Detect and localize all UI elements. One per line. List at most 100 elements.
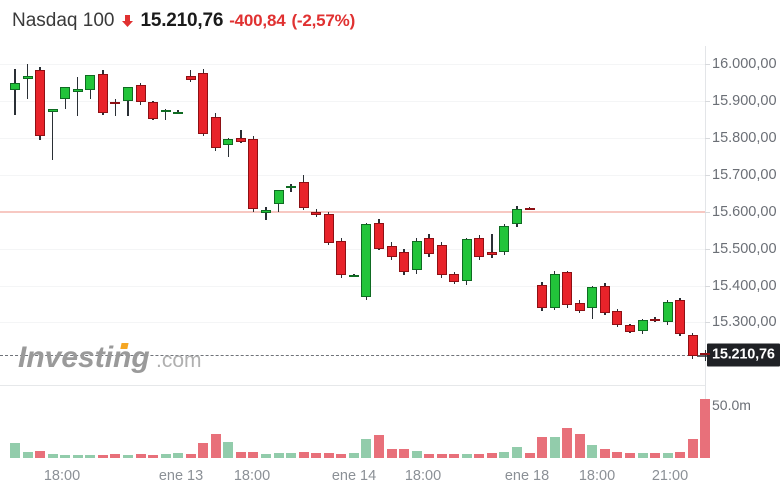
candle-body: [386, 246, 397, 257]
volume-bar[interactable]: [449, 453, 460, 458]
candle-wick: [240, 130, 242, 144]
volume-bar[interactable]: [311, 453, 322, 458]
volume-bar[interactable]: [185, 453, 196, 458]
candle-body: [122, 87, 133, 102]
gridline: [0, 174, 705, 176]
volume-bar[interactable]: [261, 453, 271, 458]
volume-bar[interactable]: [336, 454, 347, 458]
price-change-percent: (-2,57%): [291, 11, 356, 30]
candle-body: [499, 225, 510, 253]
volume-bar[interactable]: [286, 452, 297, 458]
volume-bar[interactable]: [235, 452, 246, 458]
volume-bar[interactable]: [60, 454, 71, 458]
volume-bar[interactable]: [599, 449, 610, 458]
volume-bar[interactable]: [35, 451, 46, 458]
last-price-badge[interactable]: 15.210,76: [707, 343, 780, 367]
volume-bar[interactable]: [662, 452, 673, 458]
volume-bar[interactable]: [22, 452, 33, 458]
volume-bar[interactable]: [574, 434, 585, 458]
volume-bar[interactable]: [97, 454, 108, 458]
volume-bar[interactable]: [47, 453, 58, 458]
volume-bar[interactable]: [160, 454, 171, 458]
volume-bar[interactable]: [524, 452, 535, 458]
candle-body: [60, 87, 71, 100]
volume-bar[interactable]: [135, 454, 146, 458]
arrow-down-icon: [122, 14, 134, 28]
volume-bar[interactable]: [700, 399, 711, 458]
volume-bar[interactable]: [10, 443, 20, 458]
price-axis-label: 15.700,00: [712, 166, 777, 183]
candle-body: [461, 239, 472, 282]
volume-bar[interactable]: [474, 453, 485, 458]
volume-bar[interactable]: [499, 452, 510, 458]
volume-bar[interactable]: [549, 436, 560, 458]
volume-bar[interactable]: [298, 451, 309, 458]
candle-body: [675, 300, 686, 335]
volume-bar[interactable]: [424, 453, 435, 458]
volume-bar[interactable]: [386, 449, 397, 458]
candle-wick: [704, 350, 706, 361]
volume-bar[interactable]: [110, 454, 121, 458]
volume-bar[interactable]: [587, 445, 598, 458]
volume-bar[interactable]: [148, 454, 159, 458]
volume-bar[interactable]: [348, 452, 359, 458]
volume-bar[interactable]: [411, 451, 422, 458]
volume-bar[interactable]: [198, 443, 209, 458]
candle-body: [486, 252, 497, 256]
gridline: [0, 101, 705, 103]
quote-header: Nasdaq 100 15.210,76 -400,84 (-2,57%): [0, 0, 783, 42]
volume-bar[interactable]: [687, 438, 698, 458]
time-axis-label: ene 18: [504, 468, 550, 484]
volume-bar[interactable]: [675, 452, 686, 458]
candle-body: [110, 102, 121, 105]
volume-bar[interactable]: [399, 449, 410, 458]
candle-body: [210, 116, 221, 149]
volume-bar[interactable]: [373, 434, 384, 458]
previous-close-line: [0, 211, 705, 213]
candle-body: [399, 252, 410, 273]
candle-body: [637, 320, 648, 332]
candle-body: [373, 222, 384, 249]
price-tick: [705, 101, 710, 103]
volume-bar[interactable]: [637, 453, 648, 458]
volume-bar[interactable]: [650, 453, 661, 458]
volume-bar[interactable]: [436, 454, 447, 458]
candle-body: [160, 110, 171, 113]
volume-bar[interactable]: [537, 436, 548, 458]
price-tick: [705, 138, 710, 140]
volume-bar[interactable]: [486, 452, 497, 458]
volume-bar[interactable]: [72, 455, 83, 458]
volume-bar[interactable]: [512, 447, 522, 458]
time-axis-label: ene 14: [331, 468, 377, 484]
candle-body: [348, 275, 359, 278]
price-tick: [705, 322, 710, 324]
price-axis-label: 15.300,00: [712, 314, 777, 331]
price-tick: [705, 248, 710, 250]
volume-bar[interactable]: [173, 453, 184, 458]
volume-bar[interactable]: [273, 452, 284, 458]
volume-bar[interactable]: [461, 453, 472, 458]
candle-body: [700, 352, 711, 356]
volume-bar[interactable]: [323, 452, 334, 458]
volume-bar[interactable]: [223, 442, 234, 458]
price-axis-label: 15.400,00: [712, 277, 777, 294]
time-axis-label: 21:00: [651, 468, 689, 484]
price-axis-label: 16.000,00: [712, 56, 777, 73]
candle-body: [298, 181, 309, 209]
volume-bar[interactable]: [612, 451, 623, 458]
candle-body: [449, 274, 460, 282]
candle-body: [10, 82, 20, 91]
candle-wick: [164, 109, 167, 121]
volume-bar[interactable]: [248, 452, 259, 458]
volume-bar[interactable]: [85, 454, 96, 458]
symbol-name: Nasdaq 100: [12, 10, 115, 31]
volume-bar[interactable]: [562, 428, 573, 458]
candle-body: [72, 89, 83, 92]
volume-bar[interactable]: [122, 454, 133, 458]
price-tick: [705, 174, 710, 176]
volume-bar[interactable]: [361, 439, 372, 458]
candle-body: [311, 211, 322, 216]
volume-bar[interactable]: [624, 452, 635, 458]
volume-bar[interactable]: [210, 434, 221, 458]
candle-body: [97, 73, 108, 114]
